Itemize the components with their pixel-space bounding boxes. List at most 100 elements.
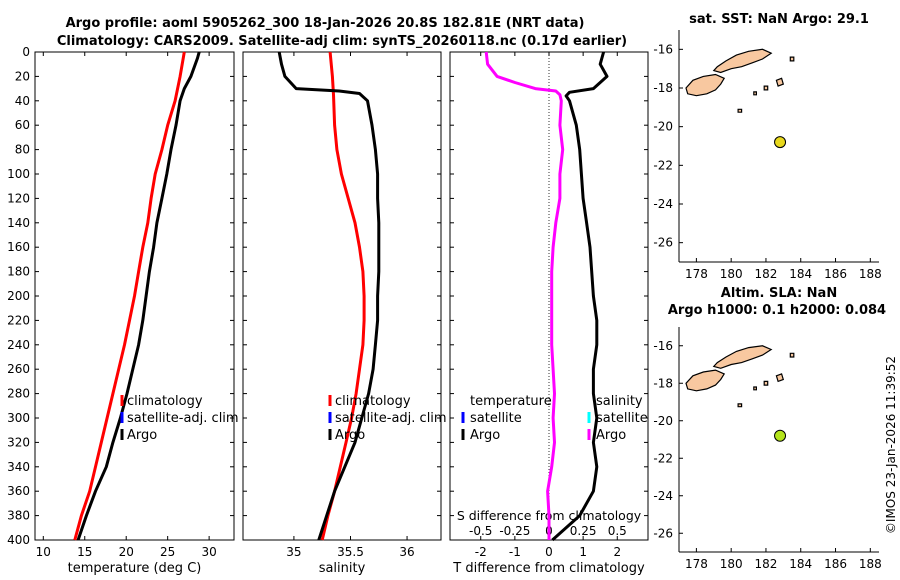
series-climatology: [73, 51, 186, 541]
temperature-profile-xlabel: temperature (deg C): [68, 561, 202, 576]
depth-tick-label: 200: [7, 289, 30, 303]
depth-tick-label: 300: [7, 411, 30, 425]
land-island: [712, 345, 773, 369]
salinity-profile-axes-box: [242, 51, 442, 541]
map-x-tick-label: 180: [720, 557, 743, 571]
legend-label: satellite: [596, 411, 648, 426]
series-argo: [76, 51, 201, 541]
land-island: [737, 403, 743, 408]
land-island: [753, 386, 758, 391]
map-x-tick-label: 184: [789, 557, 812, 571]
map-y-tick-label: -22: [653, 451, 673, 465]
depth-tick-label: 140: [7, 216, 30, 230]
x-tick-label: 35.5: [337, 545, 364, 559]
salinity-profile-xlabel: salinity: [319, 561, 366, 576]
depth-tick-label: 220: [7, 313, 30, 327]
map-y-tick-label: -18: [653, 376, 673, 390]
sdiff-tick-label: -0.5: [469, 524, 492, 538]
depth-tick-label: 40: [15, 94, 30, 108]
temperature-profile-panel: 0 20 40 60 80 100 120 140 160 180 200 220 240 260 280 3…: [7, 45, 239, 576]
depth-tick-label: 20: [15, 69, 30, 83]
map-x-tick-label: 184: [789, 267, 812, 281]
depth-tick-label: 100: [7, 167, 30, 181]
legend-label: Argo: [470, 428, 500, 443]
sla-map-panel: Altim. SLA: NaN Argo h1000: 0.1 h2000: 0.…: [653, 286, 886, 571]
land-island: [685, 369, 726, 392]
x-tick-label: 30: [201, 545, 216, 559]
depth-tick-label: 340: [7, 460, 30, 474]
land-island: [763, 380, 769, 386]
land-island: [763, 85, 769, 91]
depth-tick-label: 360: [7, 484, 30, 498]
sdiff-tick-label: 0.25: [570, 524, 597, 538]
land-island: [712, 48, 773, 74]
profile-location-marker: [774, 429, 787, 442]
map-x-tick-label: 188: [859, 557, 882, 571]
x-tick-label: 0: [545, 545, 553, 559]
x-tick-label: 10: [36, 545, 51, 559]
series-t-difference-argo-: [551, 51, 609, 542]
figure-title-line2: Climatology: CARS2009. Satellite-adj cli…: [57, 34, 627, 49]
depth-tick-label: 120: [7, 191, 30, 205]
depth-tick-label: 180: [7, 265, 30, 279]
sdiff-tick-label: 0.5: [608, 524, 627, 538]
sst-map-title: sat. SST: NaN Argo: 29.1: [689, 12, 869, 27]
x-tick-label: 20: [119, 545, 134, 559]
legend-label: Argo: [335, 428, 365, 443]
figure-title-line1: Argo profile: aoml 5905262_300 18-Jan-20…: [66, 16, 585, 31]
depth-tick-label: 380: [7, 509, 30, 523]
legend-label: satellite: [470, 411, 522, 426]
x-tick-label: -1: [509, 545, 521, 559]
depth-tick-label: 0: [22, 45, 30, 59]
x-tick-label: 35: [286, 545, 301, 559]
panels: 0204060801001201401601802002202402602803…: [7, 12, 886, 576]
map-y-tick-label: -20: [653, 120, 673, 134]
map-x-tick-label: 188: [859, 267, 882, 281]
legend-label: climatology: [127, 394, 203, 409]
map-x-tick-label: 180: [720, 267, 743, 281]
legend-label: Argo: [596, 428, 626, 443]
map-y-tick-label: -26: [653, 526, 673, 540]
map-y-tick-label: -24: [653, 489, 673, 503]
map-x-tick-label: 186: [824, 267, 847, 281]
land-island: [775, 77, 785, 87]
sst-map-panel: sat. SST: NaN Argo: 29.1 -16 -18 -20 -22 -24 -…: [653, 12, 881, 281]
map-y-tick-label: -20: [653, 414, 673, 428]
copyright-stamp: ©IMOS 23-Jan-2026 11:39:52: [884, 356, 898, 534]
x-tick-label: 15: [77, 545, 92, 559]
map-x-tick-label: 178: [685, 557, 708, 571]
depth-tick-label: 400: [7, 533, 30, 547]
land-island: [737, 108, 743, 113]
depth-tick-label: 320: [7, 435, 30, 449]
difference-profile-xlabel: T difference from climatology: [452, 561, 645, 576]
map-x-tick-label: 182: [755, 267, 778, 281]
x-tick-label: 36: [399, 545, 414, 559]
depth-tick-label: 240: [7, 338, 30, 352]
depth-tick-label: 80: [15, 143, 30, 157]
map-x-tick-label: 178: [685, 267, 708, 281]
legend-title: temperature: [470, 394, 552, 409]
profile-location-marker: [774, 136, 787, 149]
land-island: [775, 373, 785, 383]
legend-label: satellite-adj. clim: [335, 411, 447, 426]
map-x-tick-label: 182: [755, 557, 778, 571]
legend-title: salinity: [596, 394, 643, 409]
map-y-tick-label: -18: [653, 81, 673, 95]
salinity-profile-panel: 35 35.5 36 salinity climatology satellite-adj…: [242, 51, 447, 576]
depth-tick-label: 260: [7, 362, 30, 376]
series-argo: [277, 51, 381, 541]
map-y-tick-label: -22: [653, 158, 673, 172]
legend-label: satellite-adj. clim: [127, 411, 239, 426]
legend-label: Argo: [127, 428, 157, 443]
legend-label: climatology: [335, 394, 411, 409]
x-tick-label: 1: [579, 545, 587, 559]
depth-tick-label: 60: [15, 118, 30, 132]
x-tick-label: -2: [475, 545, 487, 559]
land-island: [753, 91, 758, 96]
series-climatology: [320, 51, 366, 541]
land-island: [789, 352, 795, 358]
map-x-tick-label: 186: [824, 557, 847, 571]
land-island: [685, 73, 726, 97]
